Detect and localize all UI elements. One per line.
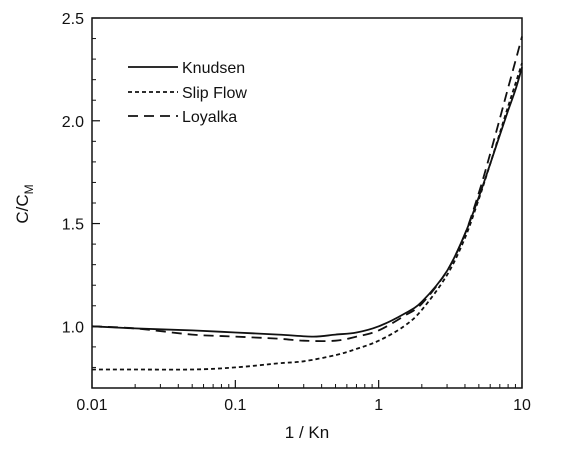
series-line-loyalka bbox=[91, 36, 523, 343]
plot-frame bbox=[91, 17, 523, 389]
series-group bbox=[91, 36, 523, 371]
x-tick-label-0-01: 0.01 bbox=[76, 397, 107, 414]
y-tick-label-2-5: 2.5 bbox=[62, 11, 84, 28]
legend: Knudsen Slip Flow Loyalka bbox=[128, 60, 247, 126]
x-axis-label: 1 / Kn bbox=[285, 423, 329, 442]
y-tick-label-1-0: 1.0 bbox=[62, 319, 84, 336]
legend-label-knudsen: Knudsen bbox=[182, 60, 245, 77]
series-line-slip-flow bbox=[92, 62, 523, 371]
x-tick-label-10: 10 bbox=[513, 397, 531, 414]
legend-label-slip-flow: Slip Flow bbox=[182, 85, 247, 102]
x-tick-label-0-1: 0.1 bbox=[224, 397, 246, 414]
y-axis-ticks: 1.0 1.5 2.0 2.5 bbox=[62, 11, 100, 368]
y-tick-label-2-0: 2.0 bbox=[62, 114, 84, 131]
y-axis-label: C/CM bbox=[13, 184, 36, 223]
x-axis-ticks: 0.01 0.1 1 10 bbox=[76, 380, 531, 414]
x-tick-label-1: 1 bbox=[374, 397, 383, 414]
legend-label-loyalka: Loyalka bbox=[182, 109, 237, 126]
series-line-knudsen bbox=[91, 67, 523, 338]
y-axis-label-subscript: M bbox=[22, 184, 36, 194]
y-tick-label-1-5: 1.5 bbox=[62, 217, 84, 234]
y-axis-label-main: C/C bbox=[13, 194, 32, 223]
